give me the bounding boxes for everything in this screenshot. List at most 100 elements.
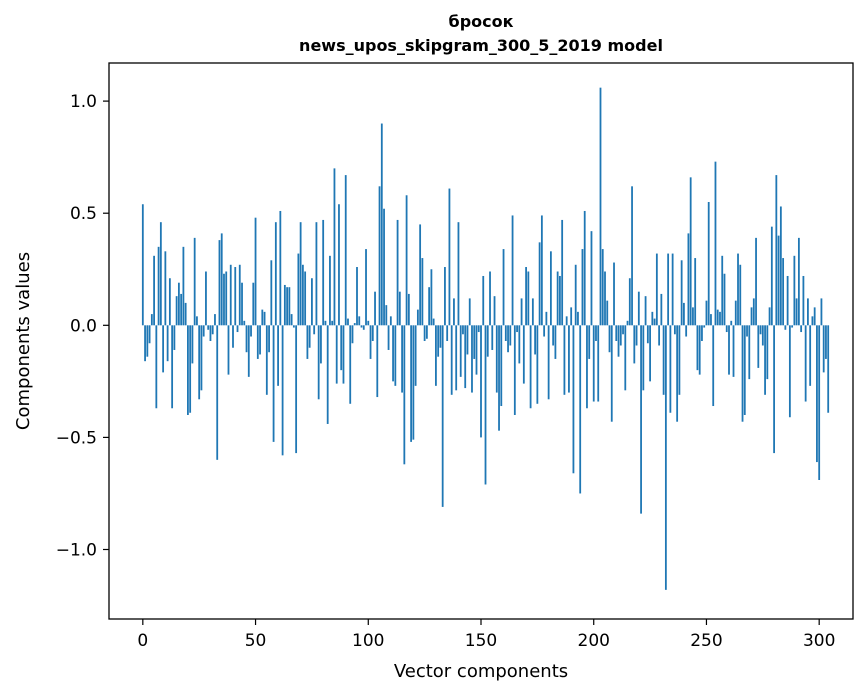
bar-165 xyxy=(513,325,516,415)
bar-130 xyxy=(435,325,437,386)
bar-85 xyxy=(333,168,336,326)
bar-227 xyxy=(653,318,656,326)
bar-79 xyxy=(320,325,322,364)
bar-37 xyxy=(225,271,228,326)
bar-225 xyxy=(649,325,651,382)
bar-238 xyxy=(678,325,681,395)
bar-120 xyxy=(412,325,415,440)
bar-71 xyxy=(301,264,304,326)
bar-212 xyxy=(619,325,622,346)
bar-177 xyxy=(540,215,543,326)
bar-154 xyxy=(489,271,491,326)
bar-61 xyxy=(279,210,282,326)
bar-57 xyxy=(270,260,273,326)
bar-204 xyxy=(601,249,604,326)
bar-230 xyxy=(660,293,663,326)
bar-302 xyxy=(822,325,825,373)
bar-155 xyxy=(491,325,494,350)
bar-17 xyxy=(180,293,183,326)
bar-247 xyxy=(698,325,701,375)
bar-249 xyxy=(703,325,706,328)
x-tick-label: 150 xyxy=(465,631,497,651)
bar-14 xyxy=(173,325,176,350)
bar-265 xyxy=(739,264,742,326)
bar-48 xyxy=(250,325,252,337)
bar-181 xyxy=(549,251,552,326)
bar-209 xyxy=(613,262,615,326)
bar-175 xyxy=(536,325,539,404)
bar-0 xyxy=(141,204,144,326)
bar-213 xyxy=(622,325,624,335)
bar-64 xyxy=(286,287,289,326)
bar-131 xyxy=(437,325,440,357)
bar-180 xyxy=(547,325,550,400)
x-tick-label: 50 xyxy=(245,631,267,651)
x-axis-label: Vector components xyxy=(394,661,568,682)
bar-24 xyxy=(196,316,198,326)
bar-125 xyxy=(423,325,426,341)
bar-91 xyxy=(347,318,349,326)
bar-273 xyxy=(757,325,760,368)
bar-244 xyxy=(692,307,694,326)
bar-123 xyxy=(419,224,422,326)
bar-281 xyxy=(775,175,778,326)
bar-258 xyxy=(723,273,726,326)
bar-97 xyxy=(360,325,363,328)
bar-291 xyxy=(797,237,800,326)
bar-105 xyxy=(378,186,381,326)
bar-189 xyxy=(568,325,570,393)
bar-157 xyxy=(495,325,498,393)
bar-82 xyxy=(326,325,329,424)
bar-45 xyxy=(243,320,246,326)
bar-192 xyxy=(574,264,577,326)
bar-16 xyxy=(177,282,180,326)
bar-195 xyxy=(581,249,584,326)
bar-208 xyxy=(610,325,613,422)
bar-179 xyxy=(545,311,548,326)
y-tick-label: 0.0 xyxy=(70,316,97,336)
bar-235 xyxy=(671,253,674,326)
bar-72 xyxy=(304,271,307,326)
chart-title-line1: бросок xyxy=(449,12,514,31)
bar-59 xyxy=(274,222,277,326)
y-tick-label: 1.0 xyxy=(70,92,97,112)
bar-210 xyxy=(615,325,618,341)
y-axis-ticks: −1.0 −0.5 0.0 0.5 1.0 xyxy=(56,92,109,561)
bar-58 xyxy=(272,325,275,442)
bar-67 xyxy=(292,325,295,328)
bar-44 xyxy=(241,282,243,326)
bar-56 xyxy=(268,325,270,353)
bar-162 xyxy=(507,325,509,353)
y-axis-label: Components values xyxy=(13,252,34,430)
bar-255 xyxy=(716,309,719,326)
bar-174 xyxy=(534,325,537,355)
bar-240 xyxy=(683,302,685,326)
bar-254 xyxy=(714,161,717,326)
x-tick-label: 0 xyxy=(137,631,148,651)
bar-77 xyxy=(315,222,318,326)
bar-211 xyxy=(617,325,620,357)
bar-22 xyxy=(191,325,194,364)
bar-138 xyxy=(453,298,455,326)
bar-1 xyxy=(144,325,146,362)
x-axis-ticks: 0 50 100 150 200 250 300 xyxy=(137,619,835,651)
bar-241 xyxy=(685,325,688,337)
bar-228 xyxy=(655,253,658,326)
bar-88 xyxy=(340,325,343,371)
bar-261 xyxy=(730,320,733,326)
bar-267 xyxy=(743,325,746,415)
bar-160 xyxy=(502,249,505,326)
bar-35 xyxy=(220,233,223,326)
bar-93 xyxy=(351,325,354,344)
bar-252 xyxy=(710,314,712,326)
bar-102 xyxy=(371,325,374,341)
bar-46 xyxy=(245,325,248,353)
bar-136 xyxy=(448,188,451,326)
bar-196 xyxy=(583,210,586,326)
bar-134 xyxy=(444,267,446,326)
bar-285 xyxy=(784,325,787,330)
bar-142 xyxy=(462,325,464,335)
bar-226 xyxy=(651,311,654,326)
bar-19 xyxy=(184,302,187,326)
